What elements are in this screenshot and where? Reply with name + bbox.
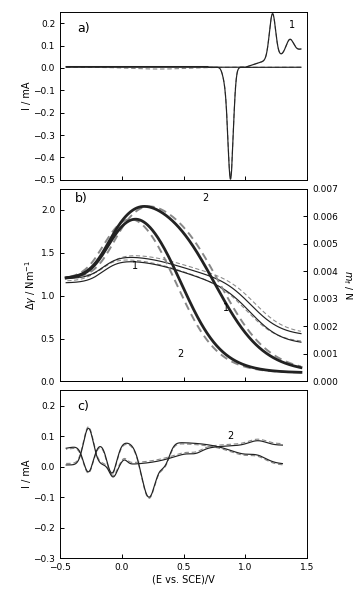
- Text: 1: 1: [289, 20, 295, 29]
- Text: c): c): [77, 400, 89, 413]
- Y-axis label: $m_{\rm f}$ / N: $m_{\rm f}$ / N: [341, 270, 353, 300]
- Y-axis label: I / mA: I / mA: [22, 460, 32, 488]
- Text: 2: 2: [227, 431, 233, 441]
- Text: 1: 1: [132, 261, 138, 271]
- Text: 2: 2: [202, 193, 208, 203]
- X-axis label: (E vs. SCE)/V: (E vs. SCE)/V: [152, 575, 215, 584]
- Text: b): b): [75, 192, 88, 205]
- Text: 2: 2: [178, 349, 184, 359]
- Text: 1: 1: [223, 303, 229, 313]
- Y-axis label: $\Delta\gamma$ / Nm$^{-1}$: $\Delta\gamma$ / Nm$^{-1}$: [24, 260, 40, 310]
- Text: a): a): [77, 22, 90, 35]
- Y-axis label: I / mA: I / mA: [22, 82, 32, 110]
